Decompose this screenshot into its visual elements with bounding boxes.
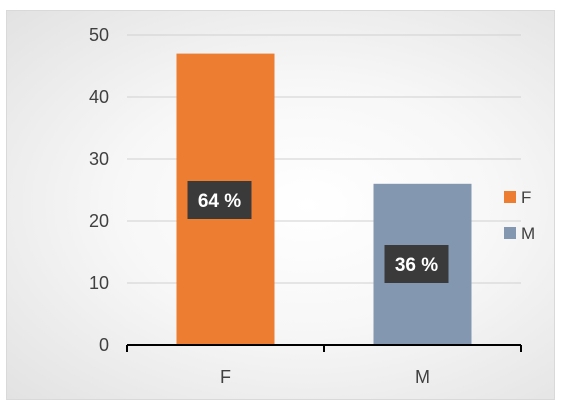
- x-tick-label: M: [415, 367, 430, 387]
- y-tick-label: 10: [89, 273, 109, 293]
- y-tick-label: 0: [99, 335, 109, 355]
- legend-label: F: [521, 188, 531, 207]
- y-tick-label: 50: [89, 25, 109, 45]
- data-label-box: [384, 245, 449, 283]
- x-tick-label: F: [220, 367, 231, 387]
- y-tick-label: 40: [89, 87, 109, 107]
- chart-area: 0 10 20 30 40 50 F M 64 % 36 % F M: [6, 10, 555, 400]
- y-tick-label: 20: [89, 211, 109, 231]
- legend-swatch-m: [504, 227, 516, 239]
- legend-label: M: [521, 224, 535, 243]
- data-label: 64 %: [198, 191, 241, 212]
- y-tick-label: 30: [89, 149, 109, 169]
- data-label-box: [187, 181, 252, 219]
- legend-swatch-f: [504, 191, 516, 203]
- data-label: 36 %: [395, 255, 438, 276]
